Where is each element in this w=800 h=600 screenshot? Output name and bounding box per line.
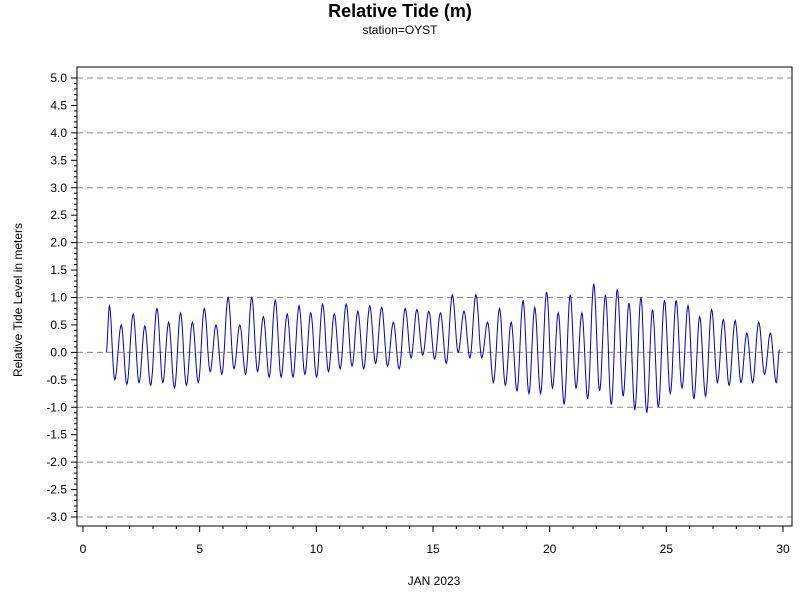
x-tick-label: 0 <box>80 542 87 556</box>
x-tick-label: 25 <box>660 542 674 556</box>
x-tick-label: 15 <box>426 542 440 556</box>
y-tick-label: 2.5 <box>50 208 67 222</box>
y-axis-label: Relative Tide Level in meters <box>11 223 25 377</box>
y-tick-label: 3.0 <box>50 181 67 195</box>
x-axis-label: JAN 2023 <box>408 574 461 588</box>
plot-area <box>76 66 793 527</box>
y-tick-label: 2.0 <box>50 236 67 250</box>
chart-title: Relative Tide (m) <box>328 1 472 21</box>
y-tick-label: -1.5 <box>46 428 67 442</box>
y-tick-label: 1.5 <box>50 263 67 277</box>
y-tick-label: 3.5 <box>50 153 67 167</box>
y-tick-label: 1.0 <box>50 291 67 305</box>
x-axis: 0 5 10 15 20 25 30 <box>80 526 790 556</box>
y-tick-label: -2.5 <box>46 483 67 497</box>
y-tick-label: 4.5 <box>50 98 67 112</box>
x-tick-label: 5 <box>196 542 203 556</box>
y-tick-label: 0.5 <box>50 318 67 332</box>
y-axis: 5.0 4.5 4.0 3.5 3.0 2.5 2.0 1.5 1.0 0.5 0.0 -0.5 -1.… <box>46 71 77 524</box>
y-tick-label: 4.0 <box>50 126 67 140</box>
x-tick-label: 10 <box>310 542 324 556</box>
y-tick-label: 0.0 <box>50 345 67 359</box>
y-tick-label: 5.0 <box>50 71 67 85</box>
tide-series-line <box>105 283 780 413</box>
grid-lines <box>77 77 792 518</box>
x-tick-label: 30 <box>776 542 790 556</box>
y-tick-label: -3.0 <box>46 510 67 524</box>
chart-subtitle: station=OYST <box>362 23 438 37</box>
y-tick-label: -1.0 <box>46 400 67 414</box>
x-tick-label: 20 <box>543 542 557 556</box>
y-tick-label: -2.0 <box>46 455 67 469</box>
y-tick-label: -0.5 <box>46 373 67 387</box>
